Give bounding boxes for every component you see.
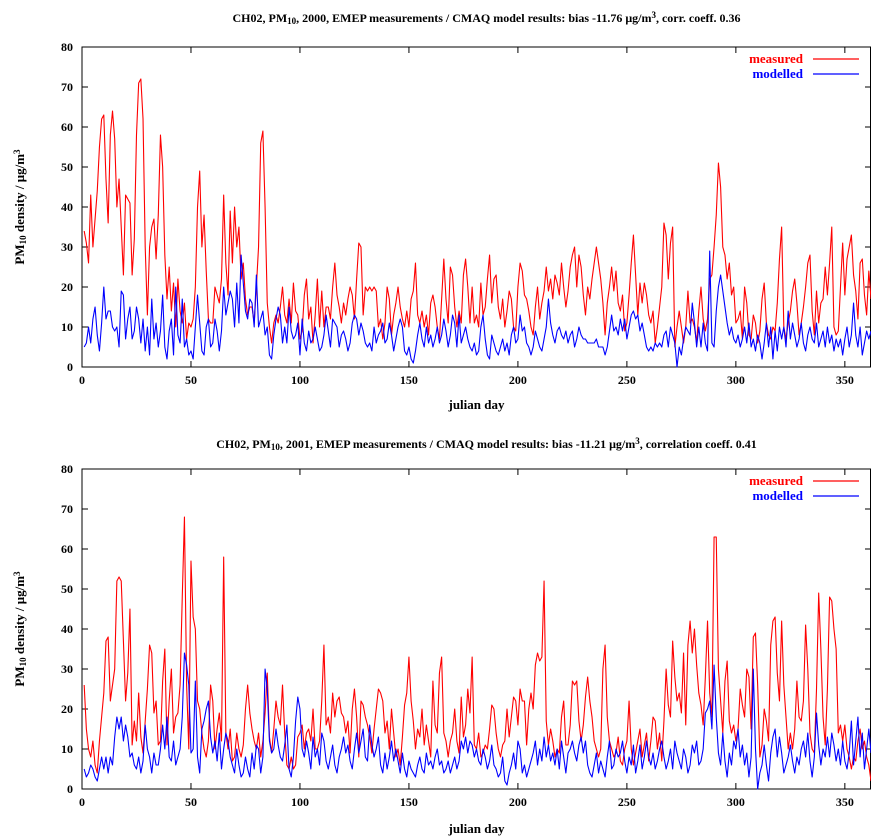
x-axis-label: julian day [448, 821, 505, 836]
x-tick-label: 50 [185, 373, 197, 387]
y-tick-label: 0 [67, 782, 73, 796]
y-tick-label: 50 [61, 582, 73, 596]
chart-1: CH02, PM10, 2000, EMEP measurements / CM… [12, 10, 871, 412]
x-tick-label: 0 [79, 795, 85, 809]
y-tick-label: 10 [61, 742, 73, 756]
y-tick-label: 70 [61, 80, 73, 94]
x-tick-label: 250 [618, 795, 636, 809]
series-line-modelled [83, 652, 871, 790]
y-tick-label: 20 [61, 702, 73, 716]
x-tick-label: 200 [509, 795, 527, 809]
x-tick-label: 250 [618, 373, 636, 387]
y-tick-label: 10 [61, 320, 73, 334]
y-tick-label: 80 [61, 462, 73, 476]
legend-label-measured: measured [749, 51, 804, 66]
y-tick-label: 0 [67, 360, 73, 374]
x-tick-label: 350 [836, 795, 854, 809]
y-tick-label: 70 [61, 502, 73, 516]
y-tick-label: 30 [61, 240, 73, 254]
x-tick-label: 0 [79, 373, 85, 387]
x-tick-label: 100 [291, 795, 309, 809]
chart-title: CH02, PM10, 2001, EMEP measurements / CM… [216, 436, 757, 452]
x-tick-label: 300 [727, 795, 745, 809]
x-tick-label: 150 [400, 373, 418, 387]
y-tick-label: 40 [61, 622, 73, 636]
y-tick-label: 80 [61, 40, 73, 54]
y-axis-label-group: PM10 density / μg/m3 [12, 149, 28, 265]
series-line-modelled [83, 250, 871, 368]
x-tick-label: 50 [185, 795, 197, 809]
y-tick-label: 40 [61, 200, 73, 214]
x-tick-label: 200 [509, 373, 527, 387]
y-axis-label: PM10 density / μg/m3 [12, 571, 28, 687]
y-tick-label: 60 [61, 542, 73, 556]
x-axis-label: julian day [448, 397, 505, 412]
y-tick-label: 50 [61, 160, 73, 174]
y-axis-label-group: PM10 density / μg/m3 [12, 571, 28, 687]
y-tick-label: 20 [61, 280, 73, 294]
legend-label-modelled: modelled [752, 488, 803, 503]
legend-label-modelled: modelled [752, 66, 803, 81]
series-line-measured [83, 78, 871, 348]
x-tick-label: 300 [727, 373, 745, 387]
legend-label-measured: measured [749, 473, 804, 488]
x-tick-label: 150 [400, 795, 418, 809]
x-tick-label: 350 [836, 373, 854, 387]
chart-2: CH02, PM10, 2001, EMEP measurements / CM… [12, 436, 871, 836]
y-tick-label: 30 [61, 662, 73, 676]
plot-frame [81, 468, 871, 790]
chart-title: CH02, PM10, 2000, EMEP measurements / CM… [232, 10, 740, 26]
y-axis-label: PM10 density / μg/m3 [12, 149, 28, 265]
y-tick-label: 60 [61, 120, 73, 134]
x-tick-label: 100 [291, 373, 309, 387]
series-line-measured [83, 516, 871, 782]
